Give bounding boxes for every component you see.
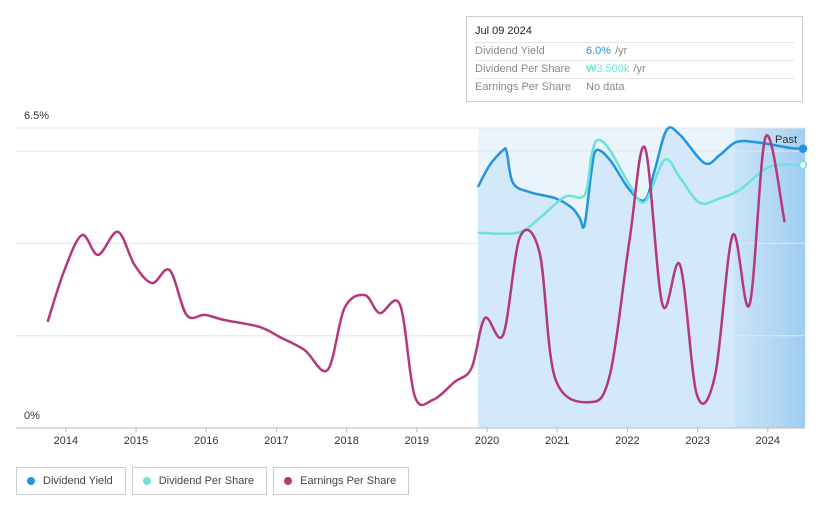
series-line xyxy=(476,126,806,229)
legend-item[interactable]: Earnings Per Share xyxy=(273,467,410,495)
tooltip-row: Dividend Per Share ₩3.500k/yr xyxy=(475,60,794,78)
tooltip: Jul 09 2024 Dividend Yield 6.0%/yr Dividen… xyxy=(466,16,803,102)
x-tick-label: 2022 xyxy=(615,435,639,447)
x-tick-label: 2020 xyxy=(475,435,499,447)
legend-label: Earnings Per Share xyxy=(300,475,397,487)
legend-item[interactable]: Dividend Per Share xyxy=(131,467,268,495)
x-tick-label: 2017 xyxy=(264,435,288,447)
tooltip-label: Dividend Yield xyxy=(475,45,545,57)
tooltip-value: 6.0%/yr xyxy=(586,43,627,60)
tooltip-label: Earnings Per Share xyxy=(475,81,571,93)
x-tick-label: 2018 xyxy=(334,435,358,447)
tooltip-unit: /yr xyxy=(633,63,646,75)
legend: Dividend Yield Dividend Per Share Earnings… xyxy=(16,467,410,495)
x-tick-label: 2024 xyxy=(756,435,780,447)
yield-area xyxy=(477,127,805,429)
x-tick-label: 2016 xyxy=(194,435,218,447)
y-tick-label: 0% xyxy=(24,410,40,422)
x-tick-label: 2019 xyxy=(405,435,429,447)
legend-label: Dividend Per Share xyxy=(158,475,255,487)
tooltip-row: Earnings Per Share No data xyxy=(475,78,794,96)
end-marker xyxy=(798,160,808,170)
tooltip-number: ₩3.500k xyxy=(586,63,630,75)
x-tick-label: 2015 xyxy=(124,435,148,447)
tooltip-row: Dividend Yield 6.0%/yr xyxy=(475,42,794,60)
past-region xyxy=(734,128,805,428)
legend-dot xyxy=(284,477,293,485)
x-tick-label: 2021 xyxy=(545,435,569,447)
tooltip-unit: /yr xyxy=(615,45,628,57)
x-tick-label: 2014 xyxy=(54,435,78,447)
past-label: Past xyxy=(775,134,797,146)
x-tick-label: 2023 xyxy=(685,435,709,447)
end-marker xyxy=(798,144,808,154)
tooltip-value: ₩3.500k/yr xyxy=(586,61,646,78)
tooltip-number: 6.0% xyxy=(586,45,612,57)
tooltip-value: No data xyxy=(586,79,625,96)
tooltip-date: Jul 09 2024 xyxy=(475,25,532,37)
y-tick-label: 6.5% xyxy=(24,110,49,122)
legend-dot xyxy=(142,477,151,485)
legend-dot xyxy=(27,477,35,485)
legend-item[interactable]: Dividend Yield xyxy=(16,467,126,495)
tooltip-number: No data xyxy=(586,81,625,93)
chart: Past 0% 6.5% 2014 2015 2016 2017 2018 2019 2020 20… xyxy=(16,110,808,447)
legend-label: Dividend Yield xyxy=(43,475,113,487)
series-line xyxy=(477,138,806,236)
tooltip-label: Dividend Per Share xyxy=(475,63,571,75)
series-line xyxy=(46,134,786,407)
